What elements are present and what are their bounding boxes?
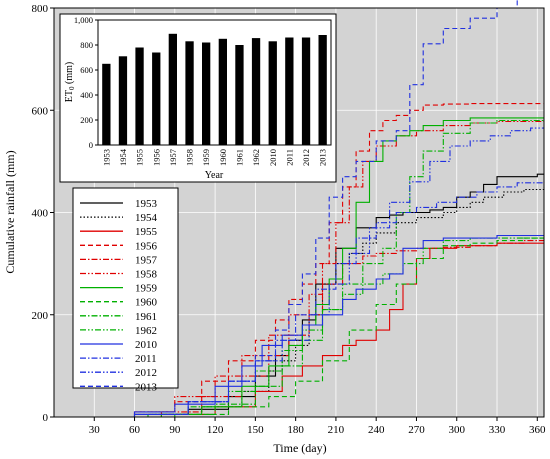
series-line-2010 (80, 234, 544, 418)
inset-bar-2013 (318, 35, 327, 145)
inset-y-tick-label: 600 (80, 65, 93, 75)
inset-y-tick-label: 400 (80, 90, 93, 100)
inset-plot-area (97, 19, 332, 146)
inset-bar-1954 (118, 56, 128, 146)
main-x-tick-label: 30 (89, 424, 101, 436)
legend-label-2011: 2011 (135, 353, 157, 365)
inset-y-tick-label: 800 (80, 40, 93, 50)
inset-bar-1959 (202, 42, 211, 145)
inset-bar-1961 (235, 45, 244, 145)
inset-bar-1955 (135, 47, 144, 145)
main-y-ticks: 0 200 400 600 800 (32, 3, 54, 424)
main-y-tick-label: 800 (32, 3, 49, 15)
inset-x-tick-label: 1954 (118, 148, 128, 166)
legend-label-1955: 1955 (135, 226, 158, 238)
main-plot-frame (53, 7, 545, 418)
inset-bar-1953 (102, 63, 111, 146)
legend: 1953 1954 1955 1956 1957 1958 1959 1960 1961 1962… (72, 187, 179, 393)
legend-label-2013: 2013 (135, 381, 158, 393)
inset-x-tick-label: 1955 (135, 149, 145, 166)
legend-label-1953: 1953 (135, 198, 158, 210)
main-y-tick-label: 400 (32, 208, 49, 220)
series-line-1956 (80, 103, 544, 418)
inset-bar-2010 (268, 41, 277, 146)
inset-bar-1958 (185, 41, 194, 146)
inset-x-tick-label: 2012 (301, 149, 311, 166)
inset-bar-1962 (251, 38, 261, 145)
inset-x-tick-label: 2010 (268, 149, 278, 166)
inset-x-ticks: 1953 1954 1955 1956 1957 1958 1959 1960 1961 1962… (101, 148, 327, 166)
series-line-2013 (80, 0, 518, 418)
inset-y-axis-label: ET0 (mm) (64, 62, 76, 102)
inset-bar-1956 (152, 52, 161, 145)
inset-bars (102, 33, 327, 146)
inset-x-tick-label: 2011 (284, 149, 294, 166)
inset-bar-1957 (168, 33, 177, 146)
legend-label-1957: 1957 (135, 254, 158, 266)
main-x-axis-label: Time (day) (273, 441, 326, 455)
inset-x-tick-label: 1961 (234, 149, 244, 166)
inset-y-tick-label: 0 (89, 140, 93, 150)
series-line-2011 (80, 181, 545, 418)
main-x-tick-label: 270 (408, 424, 425, 436)
main-x-tick-label: 180 (287, 424, 304, 436)
legend-label-1962: 1962 (135, 325, 157, 337)
inset-x-tick-label: 1958 (185, 149, 195, 166)
inset-x-tick-label: 1960 (218, 149, 228, 166)
inset-bar-2012 (301, 37, 311, 145)
main-x-tick-label: 330 (489, 424, 506, 436)
legend-label-1960: 1960 (135, 297, 158, 309)
main-y-tick-label: 200 (32, 310, 49, 322)
series-line-1960 (94, 237, 544, 418)
series-line-1961 (94, 119, 544, 418)
main-x-tick-label: 240 (368, 424, 385, 436)
inset-y-label-sub: 0 (68, 86, 76, 90)
inset-y-label-main: ET (64, 90, 75, 102)
main-y-tick-label: 600 (32, 105, 49, 117)
inset-x-tick-label: 1962 (251, 149, 261, 166)
legend-label-2012: 2012 (135, 367, 157, 379)
inset-x-tick-label: 1959 (201, 149, 211, 166)
inset-y-tick-label: 200 (80, 115, 93, 125)
main-x-tick-label: 360 (529, 424, 546, 436)
inset-bar-1960 (218, 38, 227, 146)
main-x-tick-label: 90 (169, 424, 181, 436)
legend-label-1959: 1959 (135, 283, 158, 295)
inset-y-tick-label: 1,000 (74, 15, 93, 25)
main-x-tick-label: 300 (448, 424, 465, 436)
inset-x-tick-label: 1956 (151, 149, 161, 166)
legend-label-1954: 1954 (135, 212, 158, 224)
inset-x-tick-label: 1953 (101, 149, 111, 166)
legend-label-1961: 1961 (135, 311, 157, 323)
inset-y-label-unit: (mm) (64, 62, 75, 87)
main-y-axis-label: Cumulative rainfall (mm) (3, 150, 17, 273)
main-x-tick-label: 120 (207, 424, 224, 436)
legend-label-2010: 2010 (135, 339, 158, 351)
main-x-ticks: 30 60 90 120 150 180 210 240 270 300 330 360 (89, 417, 546, 436)
inset-x-tick-label: 2013 (318, 149, 328, 166)
inset-bar-2011 (285, 37, 294, 145)
main-series-group (80, 0, 545, 418)
legend-label-1958: 1958 (135, 269, 158, 281)
inset-y-ticks: 0 200 400 600 800 1,000 (74, 15, 98, 150)
main-y-tick-label: 0 (43, 412, 49, 424)
legend-label-1956: 1956 (135, 240, 158, 252)
main-x-tick-label: 60 (129, 424, 141, 436)
main-x-tick-label: 210 (328, 424, 345, 436)
main-x-tick-label: 150 (247, 424, 264, 436)
inset-x-axis-label: Year (205, 170, 224, 181)
inset-x-tick-label: 1957 (168, 149, 178, 166)
